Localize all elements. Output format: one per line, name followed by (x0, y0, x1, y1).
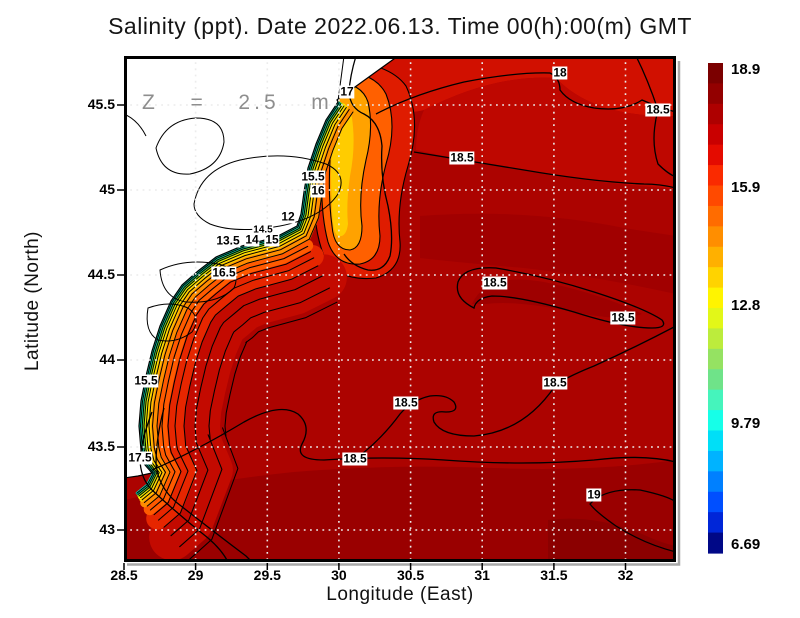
contour-label: 15.5 (300, 169, 326, 184)
sea-zone-dark-mid (420, 213, 676, 294)
contour-label: 18.5 (342, 451, 368, 466)
contour-17p5 (139, 411, 229, 562)
sea-zone-dark-loop (472, 279, 642, 318)
lagoon-outline (193, 155, 342, 231)
x-tick-label: 32 (617, 567, 634, 583)
coastline-details (124, 56, 345, 342)
contour-lines (139, 56, 676, 562)
y-tick-label: 45.5 (87, 96, 115, 112)
contour-label: 18.5 (449, 150, 475, 165)
sea-zone-18 (354, 56, 676, 117)
x-tick-label: 31.5 (540, 567, 568, 583)
contour-label: 18.5 (393, 395, 419, 410)
contour-18p5 (456, 267, 665, 329)
x-tick-label: 30.5 (396, 567, 425, 583)
x-axis-label: Longitude (East) (326, 584, 474, 605)
contour-label: 18.5 (482, 275, 508, 290)
contour-18-coastal (155, 407, 253, 562)
y-axis-ticks (117, 104, 124, 531)
contour-label: 19 (586, 487, 602, 502)
contour-label: 16.5 (211, 265, 237, 280)
contour-label: 17 (339, 84, 355, 99)
x-tick-label: 28.5 (110, 567, 138, 583)
y-tick-label: 43 (99, 521, 115, 537)
colorbar (708, 63, 723, 554)
lagoon-outline (146, 303, 197, 342)
x-tick-label: 30 (331, 567, 347, 583)
sea-zone-18-185 (416, 77, 676, 189)
x-tick-label: 29.5 (253, 567, 281, 583)
contour-label: 15.5 (133, 373, 159, 388)
contour-label: 14.5 (252, 223, 274, 237)
contour-18p5 (151, 408, 676, 471)
y-tick-label: 43.5 (87, 438, 115, 454)
contour-label: 16 (310, 183, 326, 198)
colorbar-tick-label: 6.69 (731, 536, 761, 553)
contour-label: 18.5 (610, 310, 636, 325)
contour-label: 12 (280, 209, 296, 224)
contour-label: 13.5 (215, 233, 241, 248)
contour-label: 18.5 (645, 102, 671, 117)
y-tick-label: 44 (99, 351, 115, 367)
x-tick-label: 31 (474, 567, 490, 583)
sea-zone-dark-south (124, 460, 676, 562)
plot-frame-shadow (127, 61, 681, 566)
sea-zone-darkest-se (548, 518, 676, 562)
plot-border (124, 56, 676, 562)
lagoon-outline (159, 261, 237, 303)
y-axis-label: Latitude (North) (22, 231, 43, 372)
lake-outline (155, 117, 225, 175)
colorbar-tick-label: 12.8 (731, 297, 761, 314)
x-axis-ticks (123, 563, 627, 570)
contour-label: 14 (244, 232, 260, 247)
contour-label: 15 (264, 232, 280, 247)
depth-annotation: Z = 2.5 m (142, 91, 333, 114)
contour-label: 18 (552, 65, 568, 80)
contour-label: 18.5 (542, 375, 568, 390)
colorbar-tick-label: 18.9 (731, 61, 761, 78)
y-tick-label: 44.5 (87, 266, 115, 282)
colorbar-tick-label: 9.79 (731, 415, 761, 432)
contour-18 (375, 72, 676, 115)
contour-label: 17.5 (127, 450, 153, 465)
colorbar-tick-label: 15.9 (731, 179, 761, 196)
contour-18p5 (635, 56, 676, 178)
figure-title: Salinity (ppt). Date 2022.06.13. Time 00… (108, 13, 692, 39)
y-tick-label: 45 (99, 181, 115, 197)
x-tick-label: 29 (187, 567, 204, 583)
